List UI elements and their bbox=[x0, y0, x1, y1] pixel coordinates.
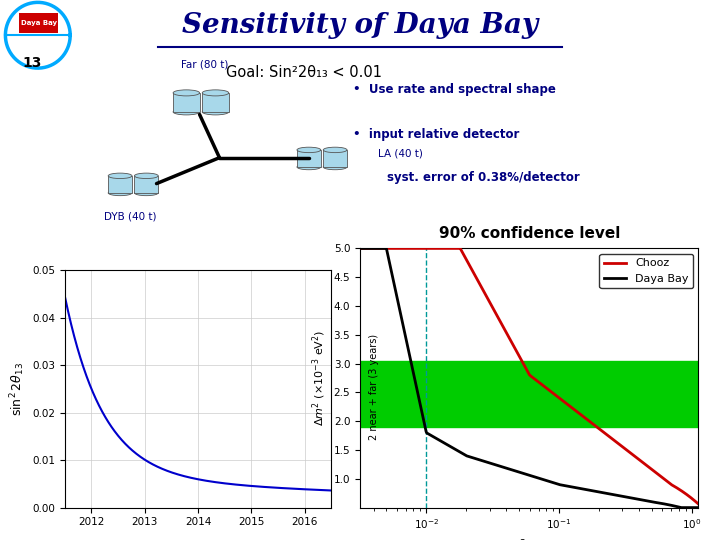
FancyBboxPatch shape bbox=[297, 150, 321, 167]
Text: Goal: Sin²2θ₁₃ < 0.01: Goal: Sin²2θ₁₃ < 0.01 bbox=[226, 65, 382, 80]
Ellipse shape bbox=[108, 190, 132, 195]
Ellipse shape bbox=[202, 90, 229, 96]
FancyBboxPatch shape bbox=[202, 93, 229, 112]
Text: DYB (40 t): DYB (40 t) bbox=[104, 212, 156, 222]
Text: Daya Bay: Daya Bay bbox=[21, 19, 57, 26]
Text: Far (80 t): Far (80 t) bbox=[181, 59, 228, 69]
Ellipse shape bbox=[108, 173, 132, 179]
Y-axis label: $\sin^2 2\theta_{13}$: $\sin^2 2\theta_{13}$ bbox=[8, 362, 27, 416]
Text: 90% confidence level: 90% confidence level bbox=[438, 226, 620, 241]
Ellipse shape bbox=[135, 190, 158, 195]
Ellipse shape bbox=[202, 109, 229, 115]
Text: Sensitivity of Daya Bay: Sensitivity of Daya Bay bbox=[182, 12, 538, 39]
Text: 13: 13 bbox=[23, 56, 42, 70]
Ellipse shape bbox=[323, 147, 347, 153]
Ellipse shape bbox=[297, 164, 321, 170]
Text: syst. error of 0.38%/detector: syst. error of 0.38%/detector bbox=[387, 171, 580, 184]
Ellipse shape bbox=[297, 147, 321, 153]
X-axis label: $\sin^2 2\theta_{13}$: $\sin^2 2\theta_{13}$ bbox=[500, 537, 559, 540]
Ellipse shape bbox=[173, 90, 199, 96]
FancyBboxPatch shape bbox=[19, 12, 58, 33]
Y-axis label: $\Delta m^2\ (\times 10^{-3}\ \mathrm{eV}^2)$: $\Delta m^2\ (\times 10^{-3}\ \mathrm{eV… bbox=[310, 330, 328, 426]
Text: 2 near + far (3 years): 2 near + far (3 years) bbox=[369, 334, 379, 440]
Ellipse shape bbox=[173, 109, 199, 115]
Legend: Chooz, Daya Bay: Chooz, Daya Bay bbox=[599, 254, 693, 288]
Text: LA (40 t): LA (40 t) bbox=[379, 148, 423, 158]
FancyBboxPatch shape bbox=[323, 150, 347, 167]
Text: •  Use rate and spectral shape: • Use rate and spectral shape bbox=[354, 83, 557, 96]
Text: •  input relative detector: • input relative detector bbox=[354, 129, 520, 141]
Ellipse shape bbox=[323, 164, 347, 170]
FancyBboxPatch shape bbox=[135, 176, 158, 193]
FancyBboxPatch shape bbox=[173, 93, 199, 112]
FancyBboxPatch shape bbox=[108, 176, 132, 193]
Ellipse shape bbox=[135, 173, 158, 179]
